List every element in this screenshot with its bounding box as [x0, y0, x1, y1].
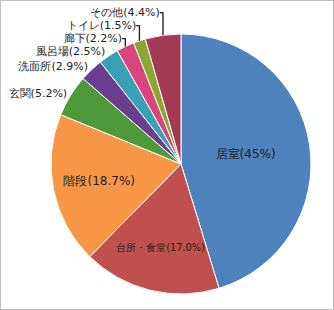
svg-text:台所・食堂(17.0%): 台所・食堂(17.0%) [116, 242, 205, 253]
svg-text:居室(45%): 居室(45%) [216, 147, 276, 161]
svg-text:風呂場(2.5%): 風呂場(2.5%) [36, 45, 106, 58]
svg-text:トイレ(1.5%): トイレ(1.5%) [67, 19, 137, 32]
svg-text:洗面所(2.9%): 洗面所(2.9%) [18, 60, 88, 73]
svg-text:階段(18.7%): 階段(18.7%) [63, 174, 134, 188]
svg-text:廊下(2.2%): 廊下(2.2%) [64, 32, 123, 45]
svg-text:その他(4.4%): その他(4.4%) [90, 6, 160, 19]
svg-text:玄関(5.2%): 玄関(5.2%) [9, 87, 68, 100]
